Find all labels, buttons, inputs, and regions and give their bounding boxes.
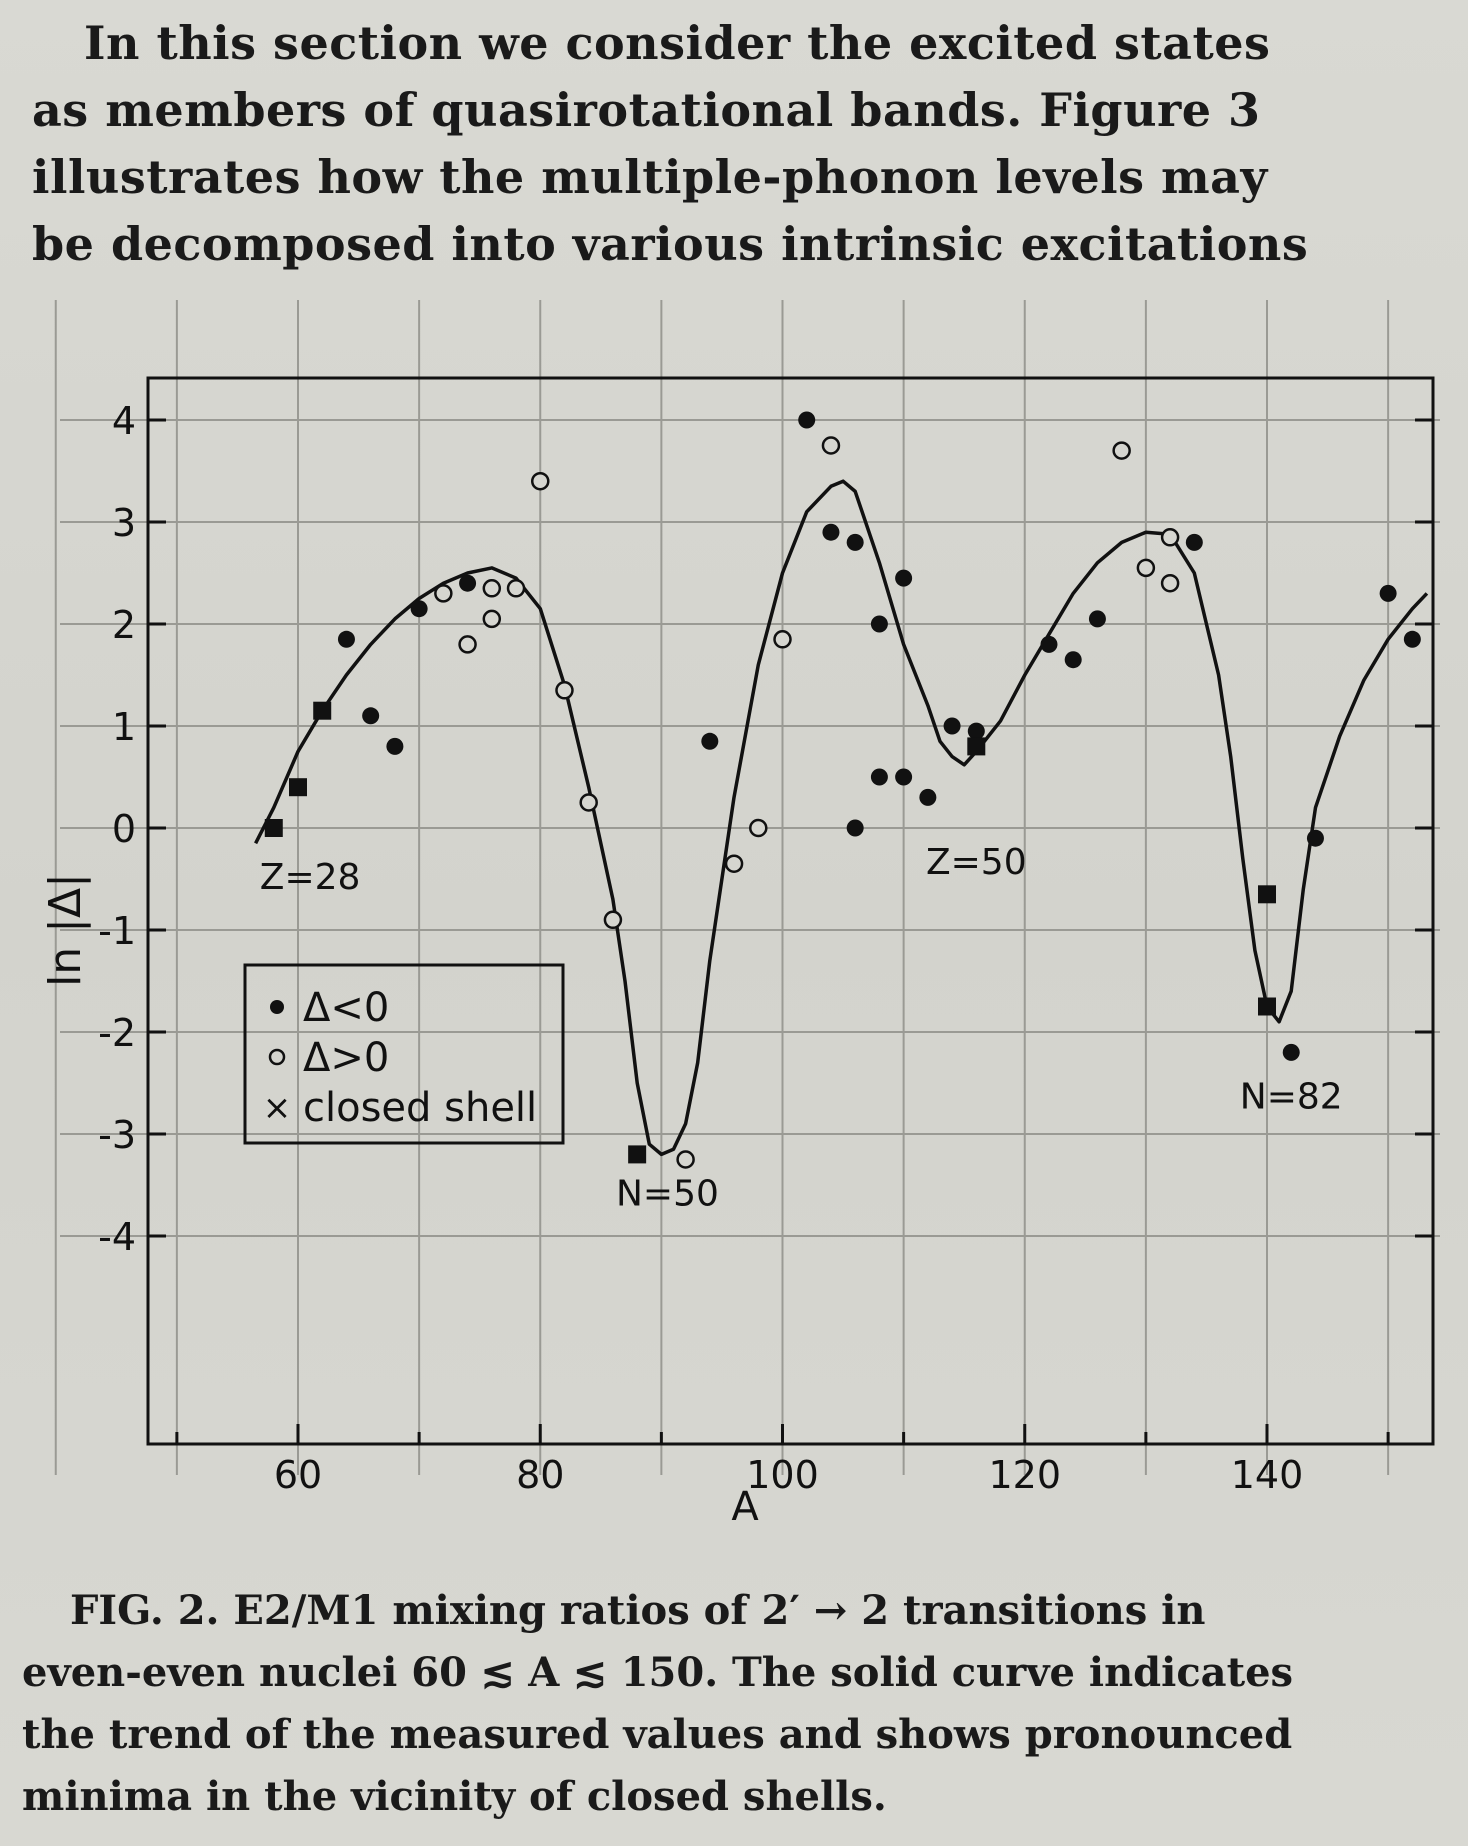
- data-point-negative: [822, 523, 840, 541]
- caption-line: minima in the vicinity of closed shells.: [22, 1773, 887, 1820]
- x-tick-label: 100: [746, 1453, 819, 1497]
- data-point-positive: [458, 635, 477, 654]
- data-point-negative: [337, 630, 355, 648]
- intro-paragraph: In this section we consider the excited …: [32, 10, 1412, 278]
- data-point-negative: [895, 569, 913, 587]
- y-tick-label: -4: [98, 1215, 136, 1259]
- data-point-positive: [1136, 558, 1156, 578]
- data-point-negative: [410, 600, 428, 618]
- data-point-negative: [701, 732, 719, 750]
- data-point-positive: [531, 471, 550, 491]
- figure-caption: FIG. 2. E2/M1 mixing ratios of 2′ → 2 tr…: [22, 1580, 1442, 1828]
- shell-annotation: Z=50: [926, 842, 1027, 883]
- data-point-closed-shell: [1258, 997, 1276, 1016]
- data-point-negative: [943, 717, 961, 735]
- data-point-closed-shell: [1258, 885, 1276, 904]
- data-point-negative: [870, 768, 888, 786]
- intro-line: illustrates how the multiple-phonon leve…: [32, 150, 1268, 204]
- legend-marker-open: [268, 1048, 286, 1066]
- data-point-negative: [1040, 635, 1058, 653]
- legend-label: Δ<0: [303, 985, 389, 1031]
- y-tick-label: -1: [98, 909, 136, 953]
- x-tick-label: 120: [988, 1453, 1061, 1497]
- data-point-positive: [434, 584, 453, 603]
- intro-line: In this section we consider the excited …: [84, 16, 1271, 70]
- y-tick-label: -2: [98, 1011, 136, 1055]
- y-tick-label: 2: [112, 603, 136, 647]
- data-point-closed-shell: [628, 1145, 647, 1164]
- data-point-positive: [1160, 573, 1180, 593]
- plot-frame: [146, 376, 1435, 1446]
- caption-line: the trend of the measured values and sho…: [22, 1711, 1293, 1758]
- data-point-negative: [846, 533, 864, 551]
- shell-annotation: Z=28: [260, 857, 361, 898]
- data-point-negative: [386, 737, 404, 755]
- x-tick-label: 60: [274, 1453, 322, 1497]
- data-point-closed-shell: [313, 701, 332, 720]
- legend: Δ<0Δ>0 × closed shell: [243, 963, 565, 1145]
- x-tick-label: 80: [516, 1453, 564, 1497]
- trend-curve: [254, 479, 1429, 1157]
- legend-marker-filled: [270, 1000, 284, 1014]
- x-axis-label: A: [731, 1484, 759, 1530]
- data-point-negative: [1088, 610, 1106, 628]
- data-point-negative: [1282, 1043, 1300, 1061]
- data-point-positive: [724, 854, 744, 873]
- data-point-positive: [749, 818, 768, 838]
- y-tick-label: 4: [112, 399, 136, 443]
- data-point-negative: [895, 768, 913, 786]
- y-tick-label: 1: [112, 705, 136, 749]
- data-point-closed-shell: [264, 819, 283, 837]
- data-point-positive: [482, 609, 502, 629]
- data-point-negative: [798, 411, 816, 429]
- y-axis-label: ln |Δ|: [40, 873, 91, 987]
- x-tick-label: 140: [1231, 1453, 1304, 1497]
- figure-2: 4 3 2 1 0 -1 -2 -3 -4 60 80 100 120 140 Z=28 N=50 Z=50 N…: [0, 270, 1468, 1560]
- data-point-closed-shell: [967, 737, 986, 756]
- legend-label: closed shell: [303, 1085, 537, 1131]
- legend-box: [243, 963, 565, 1145]
- shell-annotation: N=82: [1240, 1077, 1343, 1118]
- data-point-positive: [603, 910, 623, 930]
- caption-line: E2/M1 mixing ratios of 2′ → 2 transition…: [233, 1587, 1206, 1634]
- data-point-positive: [506, 579, 526, 598]
- data-point-positive: [676, 1150, 695, 1169]
- y-tick-label: 0: [112, 807, 136, 851]
- data-point-positive: [579, 793, 598, 812]
- shell-annotation: N=50: [616, 1173, 719, 1214]
- data-point-negative: [459, 574, 477, 592]
- y-tick-label: 3: [112, 501, 136, 545]
- data-point-closed-shell: [289, 778, 307, 797]
- tick-layer: 4 3 2 1 0 -1 -2 -3 -4 60 80 100 120 140: [98, 399, 1433, 1497]
- data-point-negative: [870, 615, 888, 633]
- data-point-positive: [773, 630, 792, 649]
- mixing-ratio-chart: 4 3 2 1 0 -1 -2 -3 -4 60 80 100 120 140 Z=28 N=50 Z=50 N…: [40, 270, 1440, 1530]
- data-point-positive: [482, 579, 502, 598]
- annotation-layer: Z=28 N=50 Z=50 N=82: [260, 842, 1343, 1215]
- intro-line: as members of quasirotational bands. Fig…: [32, 83, 1261, 137]
- data-point-positive: [1160, 528, 1180, 547]
- legend-marker-cross: ×: [263, 1088, 292, 1128]
- data-point-negative: [1379, 584, 1397, 602]
- intro-line: be decomposed into various intrinsic exc…: [32, 217, 1309, 271]
- caption-label: FIG. 2.: [70, 1587, 220, 1634]
- data-point-positive: [555, 681, 574, 700]
- data-point-positive: [1112, 441, 1131, 460]
- data-point-negative: [1306, 829, 1324, 847]
- data-point-layer: [264, 411, 1421, 1169]
- caption-line: even-even nuclei 60 ≲ A ≲ 150. The solid…: [22, 1649, 1294, 1696]
- data-point-positive: [821, 436, 841, 455]
- data-point-negative: [919, 788, 937, 806]
- data-point-negative: [1185, 533, 1203, 551]
- data-point-negative: [1064, 651, 1082, 669]
- y-tick-label: -3: [98, 1113, 136, 1157]
- legend-label: Δ>0: [303, 1035, 389, 1081]
- data-point-negative: [967, 722, 985, 740]
- trend-curve-layer: [254, 479, 1429, 1157]
- data-point-negative: [846, 819, 864, 837]
- data-point-negative: [1403, 630, 1421, 648]
- data-point-negative: [362, 707, 380, 725]
